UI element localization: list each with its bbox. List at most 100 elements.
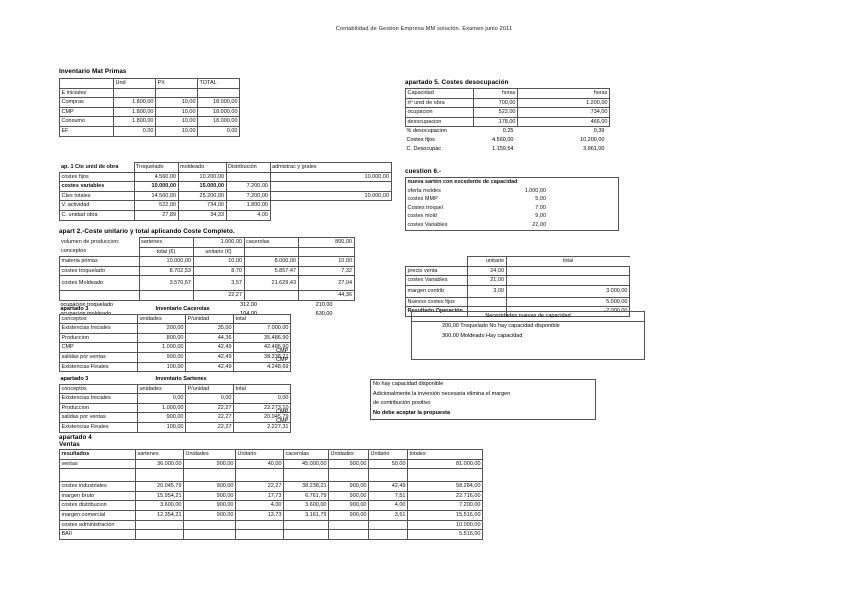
cell: costes mold bbox=[405, 212, 477, 221]
cell: 210,00 bbox=[315, 301, 333, 308]
col-header: Und bbox=[113, 78, 156, 89]
cell: 800,00 bbox=[297, 237, 355, 248]
col-header: horas bbox=[517, 88, 610, 99]
conclusion-verdict: No debe aceptar la propuesta bbox=[373, 409, 451, 416]
cell: 466,00 bbox=[517, 116, 610, 128]
table-row: costes Variables 21,00 bbox=[405, 275, 630, 286]
cell: margen comercial bbox=[59, 509, 136, 521]
cell: 38.238,21 bbox=[283, 481, 329, 492]
cell: 18.000,00 bbox=[197, 106, 240, 118]
cell: 10.200,00 bbox=[580, 136, 605, 143]
col-header: Distribución bbox=[225, 162, 271, 173]
cell: 10,00 bbox=[155, 106, 198, 118]
table-row: margen comercial 12.354,21 900,00 13,73 … bbox=[59, 509, 483, 521]
cell: 200,00 bbox=[137, 323, 186, 334]
cell: 10.200,00 bbox=[177, 171, 227, 183]
col-header: total bbox=[233, 313, 291, 325]
row-note: CMP bbox=[276, 418, 289, 424]
cell: costes Moldeado bbox=[59, 275, 140, 292]
table-header-row: ap. 1 Cte unid de obra Troquelado moldea… bbox=[59, 162, 392, 173]
section-subtitle: Inventario Cacerolas bbox=[155, 306, 210, 312]
cell: BAII bbox=[59, 529, 136, 540]
cell: 15.000,00 bbox=[177, 181, 227, 192]
cell: 800,00 bbox=[137, 332, 186, 344]
table-row: salidas por ventas 900,00 42,49 38.238,2… bbox=[59, 351, 291, 363]
section-title: apartado 3 bbox=[60, 306, 89, 312]
cell: 22,27 bbox=[185, 421, 234, 433]
cell: costes Variables bbox=[405, 275, 468, 286]
cell: % desocupacion bbox=[406, 128, 447, 135]
table-row: costes variables 10.000,00 15.000,00 7.2… bbox=[59, 181, 392, 192]
cell: desocupacion bbox=[405, 116, 474, 128]
cell: conceptos bbox=[61, 248, 87, 255]
col-header: unidades bbox=[137, 313, 186, 325]
table-row: CMP 1.800,00 10,00 18.000,00 bbox=[59, 106, 240, 118]
cell bbox=[113, 87, 156, 99]
cell: 34,33 bbox=[177, 209, 227, 221]
cell: Costes fijos bbox=[406, 136, 435, 143]
table-row: BAII 5.516,00 bbox=[59, 529, 483, 540]
cell bbox=[283, 529, 329, 540]
cell bbox=[59, 468, 136, 483]
cell: 22,27 bbox=[185, 402, 234, 414]
col-header: resultados bbox=[59, 449, 136, 460]
conclusion-box: No hay capacidad disponible Adicionalmen… bbox=[370, 379, 596, 420]
cell: 100,00 bbox=[137, 421, 186, 433]
cell bbox=[59, 290, 140, 301]
cell: 10,00 bbox=[192, 256, 245, 267]
cell: 20.045,79 bbox=[135, 481, 184, 492]
cell: 900,00 bbox=[183, 458, 236, 470]
inventario-mat-primas-table: Und PX TOTAL E iniciales Compras 1.800,0… bbox=[59, 78, 240, 137]
cell: 35.486,90 bbox=[233, 332, 291, 344]
section-cte-unidad-obra: ap. 1 Cte unid de obra Troquelado moldea… bbox=[59, 162, 392, 221]
table-row: salidas por ventas 900,00 22,27 20.045,7… bbox=[59, 412, 291, 423]
table-row: costes Moldeado 3.570,57 3,57 21.629,43 … bbox=[59, 275, 355, 292]
col-header bbox=[243, 246, 299, 258]
cell: 44,36 bbox=[297, 290, 355, 301]
cell bbox=[283, 468, 329, 483]
cell: salidas por ventas bbox=[59, 412, 138, 423]
necesidades-capacidad-box: Necesidades nuevas de capacidad 200,00 T… bbox=[411, 311, 645, 360]
cell bbox=[368, 468, 408, 483]
box-heading: Necesidades nuevas de capacidad bbox=[412, 312, 644, 322]
cell: 22,27 bbox=[192, 290, 245, 301]
cell: C. unidad obra bbox=[59, 209, 135, 221]
section-cuestion-6: cuestion 6.- nueva sartén con excedente … bbox=[405, 168, 619, 231]
table-row: costes industriales 20.045,79 900,00 22,… bbox=[59, 481, 483, 492]
col-header: totales bbox=[407, 449, 483, 460]
cell: cacerolas bbox=[243, 237, 299, 248]
cell: CMP bbox=[59, 106, 114, 118]
cell bbox=[328, 519, 369, 531]
table-row: C. unidad obra 27,89 34,33 4,00 bbox=[59, 209, 392, 221]
cell-empty bbox=[547, 212, 619, 221]
cell: 4.560,00 bbox=[492, 136, 514, 143]
cell: 10.000,00 bbox=[269, 171, 392, 183]
table-row: costes mold 9,00 bbox=[405, 212, 619, 221]
cell bbox=[183, 468, 236, 483]
cell: 900,00 bbox=[328, 490, 369, 502]
cell: 630,00 bbox=[315, 310, 333, 317]
cell: Compras bbox=[59, 97, 114, 108]
cell: 0,00 bbox=[197, 125, 240, 137]
cell: 10.000,00 bbox=[269, 190, 392, 202]
cell: 1.159,54 bbox=[492, 145, 514, 152]
cell: salidas por ventas bbox=[59, 351, 138, 363]
inventario-cacerolas-heading: apartado 3 Inventario Cacerolas bbox=[59, 305, 274, 314]
cell: 8,70 bbox=[192, 265, 245, 277]
col-header: P/unidad bbox=[185, 383, 234, 395]
table-row: ocupacion troquelado 312,00 210,00 bbox=[59, 301, 334, 310]
col-header: Capacidad bbox=[405, 88, 474, 99]
section-costes-desocupacion: apartado 5. Costes desocupación Capacida… bbox=[405, 79, 610, 153]
cell bbox=[135, 468, 184, 483]
cell bbox=[466, 296, 507, 308]
table-row: Existencias Iniciales 0,00 0,00 0,00 bbox=[59, 393, 291, 404]
cell: 900,00 bbox=[183, 490, 236, 502]
table-row: volumen de produccion: sartenes 1.000,00… bbox=[60, 237, 355, 248]
cell: 3.161,79 bbox=[283, 509, 329, 521]
costes-desocupacion-summary: % desocupacion 0,25 0,39 Costes fijos 4.… bbox=[405, 127, 606, 153]
cell: costes distribucion bbox=[59, 500, 136, 511]
cell: 1.800,00 bbox=[113, 97, 156, 108]
cell: 3,51 bbox=[368, 509, 408, 521]
cell: 4,00 bbox=[225, 209, 271, 221]
cell: costes industriales bbox=[59, 481, 136, 492]
